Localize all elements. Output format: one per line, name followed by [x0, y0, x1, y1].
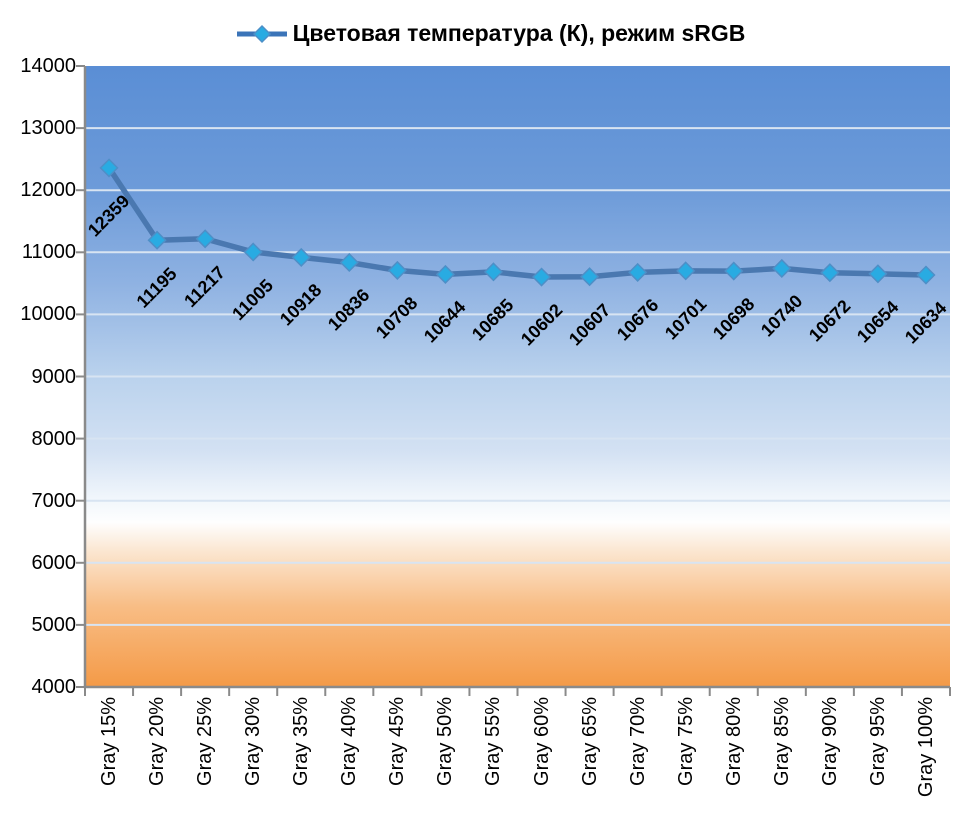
- data-point-marker: [99, 158, 119, 178]
- data-point-marker: [195, 229, 215, 249]
- y-axis-tick-label: 9000: [31, 365, 77, 388]
- data-point-marker: [580, 267, 600, 287]
- data-point-marker: [628, 262, 648, 282]
- y-axis-tick-label: 10000: [20, 303, 76, 326]
- data-point-marker: [339, 252, 359, 273]
- data-point-marker: [483, 262, 504, 282]
- x-axis-tick-label: Gray 70%: [626, 697, 649, 786]
- data-point-marker: [676, 261, 696, 281]
- gridlines: [85, 127, 950, 626]
- data-point-marker: [724, 261, 744, 281]
- legend-marker-icon: [236, 24, 287, 43]
- chart-legend: Цветовая температура (К), режим sRGB: [0, 20, 980, 47]
- x-axis-tick-label: Gray 35%: [290, 697, 313, 786]
- x-axis-tick-label: Gray 25%: [194, 697, 217, 786]
- data-point-marker: [531, 267, 552, 287]
- x-axis-tick-label: Gray 100%: [914, 697, 937, 798]
- y-axis-tick-label: 14000: [20, 55, 76, 77]
- x-axis-tick-label: Gray 80%: [722, 697, 745, 786]
- x-axis-tick-label: Gray 85%: [770, 697, 793, 786]
- x-axis-tick-label: Gray 75%: [674, 697, 697, 786]
- y-axis-tick-label: 6000: [31, 551, 77, 574]
- data-point-marker: [916, 265, 936, 285]
- y-axis-tick-label: 11000: [21, 241, 76, 264]
- x-axis-tick-label: Gray 40%: [338, 697, 361, 786]
- y-axis-tick-label: 12000: [20, 179, 76, 202]
- data-point-marker: [243, 242, 263, 262]
- y-axis-tick-label: 7000: [31, 489, 77, 512]
- chart-title: Цветовая температура (К), режим sRGB: [292, 20, 746, 46]
- x-axis-tick-label: Gray 15%: [98, 697, 121, 786]
- x-axis-tick-label: Gray 45%: [386, 697, 409, 786]
- x-axis-tick-label: Gray 95%: [866, 697, 889, 786]
- x-axis-tick-label: Gray 60%: [530, 697, 553, 786]
- x-axis-tick-label: Gray 55%: [482, 697, 505, 786]
- x-axis-tick-label: Gray 65%: [578, 697, 601, 786]
- x-axis-tick-label: Gray 90%: [818, 697, 841, 786]
- data-point-marker: [435, 264, 455, 284]
- series-markers: [99, 158, 936, 287]
- data-point-marker: [387, 260, 407, 280]
- data-point-marker: [868, 264, 888, 284]
- y-axis-tick-label: 4000: [31, 676, 77, 698]
- y-axis-tick-label: 13000: [20, 117, 76, 140]
- tick-marks: [76, 65, 951, 696]
- y-axis-tick-label: 8000: [31, 427, 77, 450]
- data-point-marker: [291, 247, 311, 267]
- y-axis-tick-label: 5000: [31, 613, 77, 636]
- x-axis-tick-label: Gray 50%: [434, 697, 457, 786]
- data-point-marker: [772, 258, 792, 279]
- data-point-marker: [147, 230, 167, 250]
- x-axis-tick-label: Gray 30%: [242, 697, 265, 786]
- x-axis-tick-label: Gray 20%: [146, 697, 169, 786]
- data-point-marker: [820, 263, 840, 283]
